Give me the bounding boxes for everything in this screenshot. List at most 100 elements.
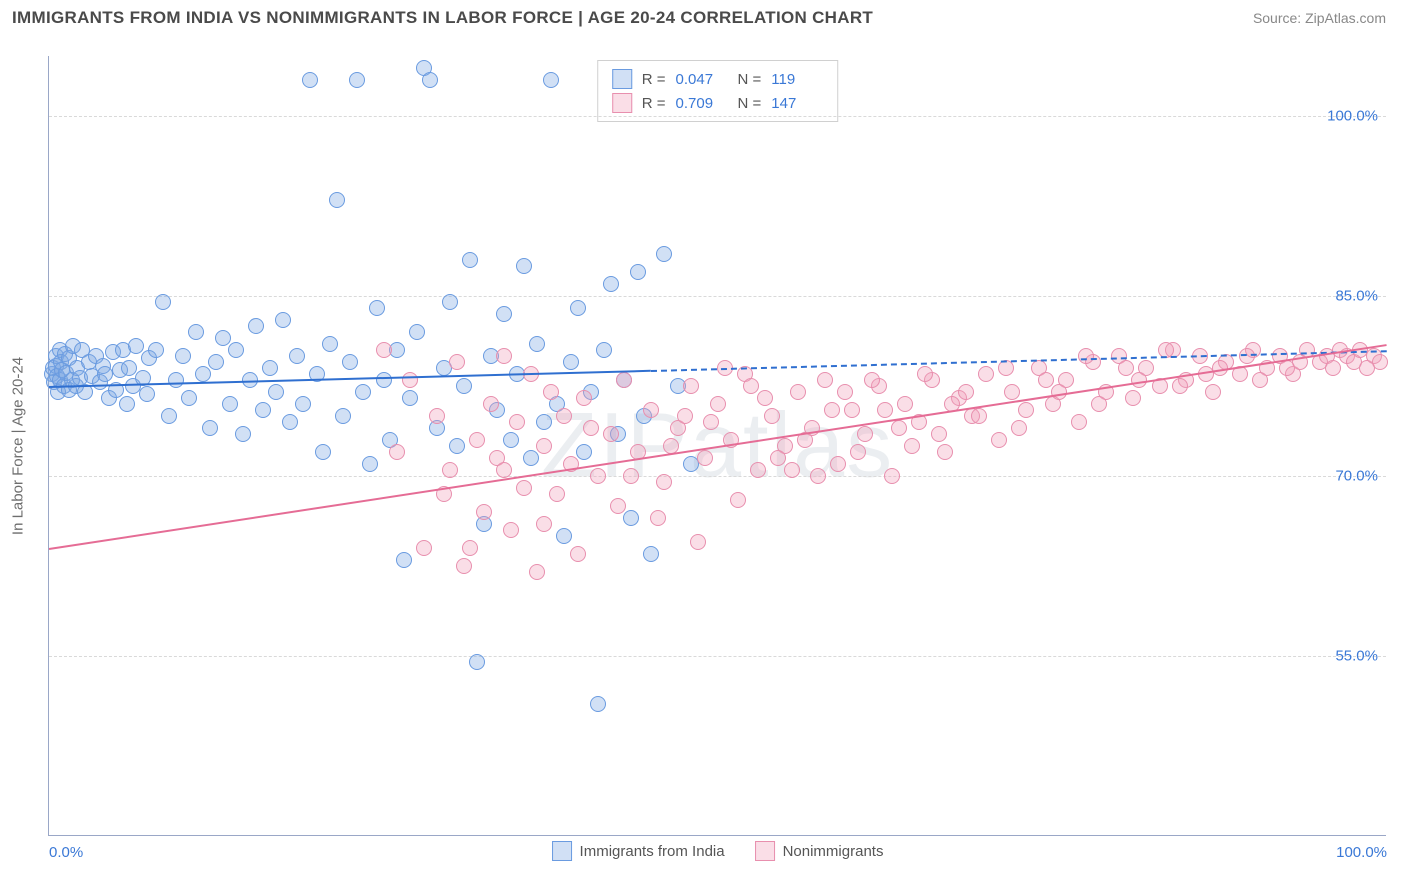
data-point: [409, 324, 425, 340]
data-point: [576, 444, 592, 460]
data-point: [837, 384, 853, 400]
ytick-label: 70.0%: [1335, 468, 1378, 485]
data-point: [877, 402, 893, 418]
data-point: [503, 432, 519, 448]
data-point: [917, 366, 933, 382]
swatch-icon: [612, 69, 632, 89]
data-point: [603, 276, 619, 292]
gridline: [49, 656, 1386, 657]
data-point: [529, 336, 545, 352]
data-point: [496, 306, 512, 322]
data-point: [623, 468, 639, 484]
data-point: [295, 396, 311, 412]
title-bar: IMMIGRANTS FROM INDIA VS NONIMMIGRANTS I…: [0, 0, 1406, 36]
ytick-label: 100.0%: [1327, 108, 1378, 125]
data-point: [376, 342, 392, 358]
data-point: [850, 444, 866, 460]
data-point: [958, 384, 974, 400]
data-point: [315, 444, 331, 460]
data-point: [583, 420, 599, 436]
data-point: [1078, 348, 1094, 364]
data-point: [817, 372, 833, 388]
data-point: [349, 72, 365, 88]
data-point: [563, 354, 579, 370]
data-point: [462, 252, 478, 268]
data-point: [516, 258, 532, 274]
data-point: [335, 408, 351, 424]
data-point: [1252, 372, 1268, 388]
data-point: [195, 366, 211, 382]
data-point: [656, 474, 672, 490]
data-point: [556, 408, 572, 424]
data-point: [376, 372, 392, 388]
data-point: [810, 468, 826, 484]
legend-r-label: R =: [642, 95, 666, 112]
data-point: [523, 450, 539, 466]
data-point: [208, 354, 224, 370]
data-point: [496, 348, 512, 364]
data-point: [302, 72, 318, 88]
data-point: [148, 342, 164, 358]
data-point: [469, 654, 485, 670]
data-point: [161, 408, 177, 424]
data-point: [402, 372, 418, 388]
legend-n-value: 119: [771, 71, 823, 88]
data-point: [683, 378, 699, 394]
data-point: [630, 264, 646, 280]
data-point: [743, 378, 759, 394]
data-point: [168, 372, 184, 388]
data-point: [188, 324, 204, 340]
data-point: [97, 366, 113, 382]
data-point: [643, 546, 659, 562]
data-point: [181, 390, 197, 406]
legend-item-series-0: Immigrants from India: [552, 841, 725, 861]
data-point: [656, 246, 672, 262]
data-point: [978, 366, 994, 382]
series-legend: Immigrants from India Nonimmigrants: [552, 841, 884, 861]
xtick-label: 100.0%: [1336, 844, 1387, 861]
data-point: [590, 696, 606, 712]
legend-n-value: 147: [771, 95, 823, 112]
data-point: [322, 336, 338, 352]
data-point: [456, 558, 472, 574]
data-point: [369, 300, 385, 316]
data-point: [1205, 384, 1221, 400]
data-point: [971, 408, 987, 424]
data-point: [710, 396, 726, 412]
data-point: [255, 402, 271, 418]
data-point: [262, 360, 278, 376]
swatch-icon: [552, 841, 572, 861]
legend-row-series-1: R = 0.709 N = 147: [612, 91, 824, 115]
data-point: [844, 402, 860, 418]
data-point: [536, 516, 552, 532]
y-axis-label: In Labor Force | Age 20-24: [10, 357, 27, 535]
data-point: [643, 402, 659, 418]
data-point: [677, 408, 693, 424]
legend-item-series-1: Nonimmigrants: [755, 841, 884, 861]
data-point: [469, 432, 485, 448]
data-point: [1118, 360, 1134, 376]
data-point: [1038, 372, 1054, 388]
data-point: [442, 294, 458, 310]
data-point: [503, 522, 519, 538]
data-point: [536, 438, 552, 454]
data-point: [616, 372, 632, 388]
legend-row-series-0: R = 0.047 N = 119: [612, 67, 824, 91]
data-point: [1325, 360, 1341, 376]
data-point: [1279, 360, 1295, 376]
data-point: [329, 192, 345, 208]
data-point: [590, 468, 606, 484]
data-point: [139, 386, 155, 402]
data-point: [884, 468, 900, 484]
swatch-icon: [612, 93, 632, 113]
data-point: [991, 432, 1007, 448]
data-point: [529, 564, 545, 580]
source-label: Source: ZipAtlas.com: [1253, 10, 1386, 26]
data-point: [235, 426, 251, 442]
legend-series-label: Nonimmigrants: [783, 843, 884, 860]
data-point: [389, 444, 405, 460]
data-point: [703, 414, 719, 430]
data-point: [764, 408, 780, 424]
data-point: [342, 354, 358, 370]
data-point: [623, 510, 639, 526]
